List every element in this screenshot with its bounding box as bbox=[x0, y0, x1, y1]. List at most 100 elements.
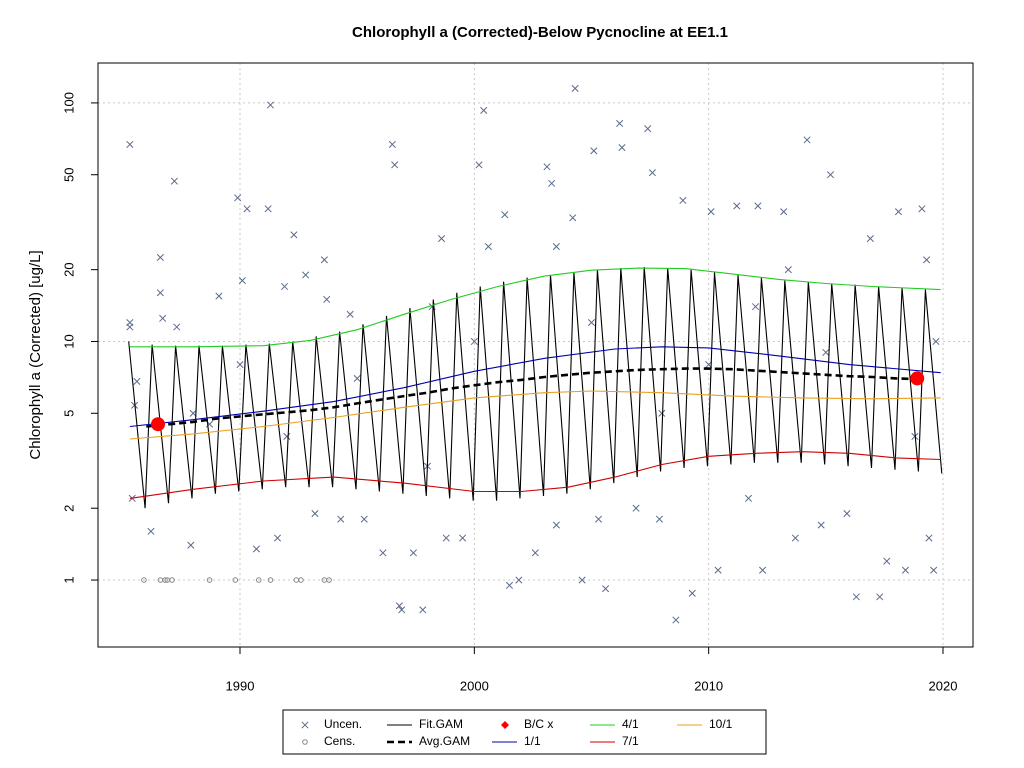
point bbox=[843, 509, 851, 518]
point bbox=[141, 577, 147, 583]
point bbox=[301, 721, 309, 729]
point bbox=[391, 161, 399, 169]
legend-label: B/C x bbox=[524, 717, 553, 731]
legend-label: Uncen. bbox=[324, 717, 362, 731]
point bbox=[290, 231, 298, 239]
point bbox=[133, 377, 141, 385]
point bbox=[337, 515, 345, 523]
legend-label: Cens. bbox=[324, 734, 355, 748]
point bbox=[930, 566, 938, 574]
point bbox=[206, 577, 213, 583]
point bbox=[618, 143, 626, 152]
point bbox=[232, 577, 239, 583]
point bbox=[470, 337, 478, 346]
point bbox=[505, 581, 514, 589]
point bbox=[901, 566, 910, 574]
point bbox=[883, 557, 891, 565]
point bbox=[548, 179, 556, 187]
series-line bbox=[146, 367, 920, 428]
point bbox=[162, 577, 168, 583]
point bbox=[252, 545, 260, 553]
legend-label: 4/1 bbox=[622, 717, 639, 731]
point bbox=[187, 541, 195, 549]
point bbox=[159, 314, 167, 322]
y-tick-label: 5 bbox=[61, 410, 76, 417]
point bbox=[442, 534, 450, 542]
point bbox=[353, 374, 361, 382]
point bbox=[475, 161, 483, 169]
point bbox=[302, 739, 308, 745]
point bbox=[744, 494, 753, 502]
point bbox=[552, 242, 560, 251]
x-tick-label: 2020 bbox=[929, 678, 958, 693]
point bbox=[644, 125, 652, 133]
point bbox=[616, 119, 624, 128]
point bbox=[803, 136, 811, 144]
point bbox=[688, 589, 696, 597]
point bbox=[780, 208, 788, 216]
point bbox=[150, 417, 165, 432]
y-tick-label: 2 bbox=[61, 505, 76, 512]
point bbox=[569, 214, 577, 222]
point bbox=[169, 577, 175, 583]
y-tick-label: 20 bbox=[61, 262, 76, 276]
point bbox=[156, 289, 164, 297]
y-tick-label: 1 bbox=[61, 576, 76, 583]
point bbox=[255, 577, 262, 583]
point bbox=[714, 566, 722, 574]
legend-symbol bbox=[501, 721, 509, 729]
point bbox=[215, 292, 223, 300]
point bbox=[923, 256, 931, 264]
legend-label: Fit.GAM bbox=[419, 717, 463, 731]
legend-label: Avg.GAM bbox=[419, 734, 470, 748]
point bbox=[751, 303, 760, 311]
series-line bbox=[129, 346, 941, 428]
point bbox=[480, 106, 488, 114]
point bbox=[571, 84, 579, 92]
point bbox=[531, 549, 539, 557]
point bbox=[578, 576, 586, 584]
point bbox=[918, 205, 926, 213]
point bbox=[459, 534, 467, 542]
point bbox=[156, 253, 164, 262]
point bbox=[126, 140, 134, 148]
point bbox=[791, 534, 799, 542]
point bbox=[388, 140, 396, 148]
y-tick-label: 10 bbox=[61, 334, 76, 348]
point bbox=[234, 194, 242, 202]
point bbox=[311, 509, 319, 518]
point bbox=[894, 208, 903, 216]
point bbox=[484, 242, 492, 251]
point bbox=[594, 515, 603, 523]
point bbox=[283, 432, 291, 440]
point bbox=[754, 202, 762, 210]
x-tick-label: 2000 bbox=[460, 678, 489, 693]
point bbox=[501, 211, 509, 219]
point bbox=[273, 534, 282, 542]
point bbox=[419, 606, 427, 614]
point bbox=[267, 577, 274, 583]
point bbox=[707, 208, 715, 216]
point bbox=[298, 577, 304, 583]
legend-box bbox=[282, 709, 767, 755]
point bbox=[910, 371, 925, 386]
point bbox=[852, 593, 860, 601]
point bbox=[632, 504, 640, 512]
point bbox=[590, 147, 598, 155]
point bbox=[173, 323, 181, 331]
y-tick-label: 100 bbox=[61, 92, 76, 114]
point bbox=[759, 566, 767, 574]
point bbox=[320, 256, 328, 264]
x-tick-label: 1990 bbox=[226, 678, 255, 693]
point bbox=[243, 205, 251, 213]
series-line bbox=[129, 451, 941, 499]
point bbox=[395, 602, 403, 610]
point bbox=[236, 361, 244, 369]
point bbox=[238, 277, 246, 285]
point bbox=[602, 585, 610, 593]
point bbox=[360, 515, 368, 523]
point bbox=[672, 616, 680, 624]
x-tick-label: 2010 bbox=[694, 678, 723, 693]
point bbox=[679, 196, 687, 205]
